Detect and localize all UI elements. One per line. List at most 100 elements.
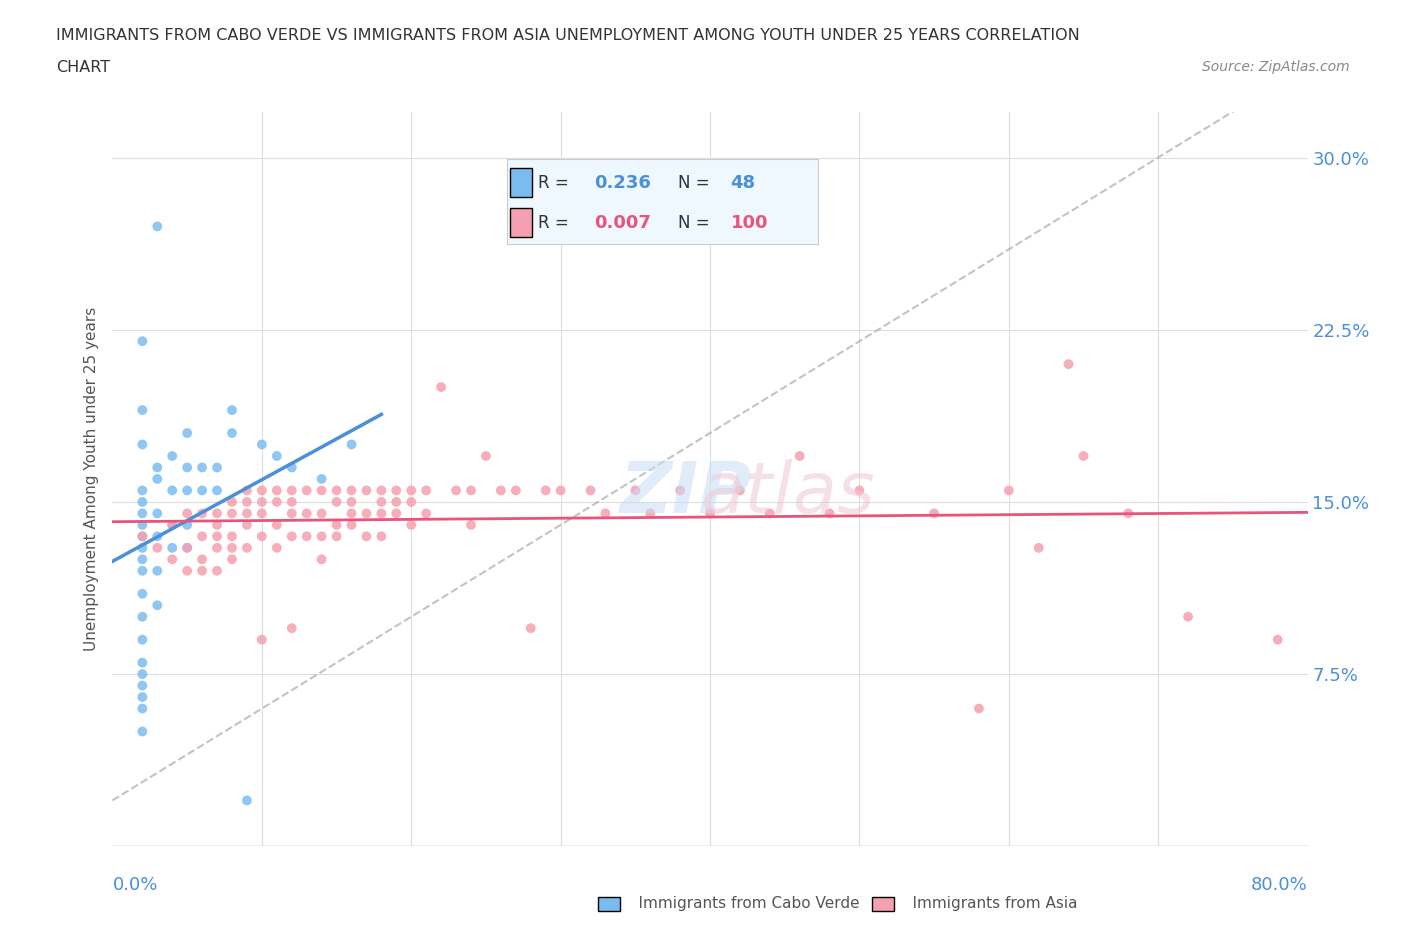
Point bbox=[146, 472, 169, 486]
Point bbox=[266, 517, 288, 532]
Point bbox=[340, 517, 363, 532]
Point bbox=[281, 529, 304, 544]
Point bbox=[205, 540, 228, 555]
Point bbox=[131, 656, 153, 671]
Point bbox=[162, 551, 183, 566]
Point bbox=[205, 529, 228, 544]
Point bbox=[1177, 609, 1199, 624]
Point bbox=[385, 483, 408, 498]
Point bbox=[1057, 357, 1080, 372]
Point bbox=[131, 403, 153, 418]
Point bbox=[669, 483, 692, 498]
Text: atlas: atlas bbox=[700, 459, 875, 528]
Point bbox=[401, 495, 423, 510]
Point bbox=[250, 437, 273, 452]
Point bbox=[430, 379, 453, 394]
Point bbox=[1028, 540, 1050, 555]
Point bbox=[176, 460, 198, 475]
Point bbox=[131, 540, 153, 555]
Point bbox=[998, 483, 1021, 498]
Point bbox=[236, 483, 259, 498]
Point bbox=[236, 517, 259, 532]
Point bbox=[162, 448, 183, 463]
Point bbox=[460, 517, 482, 532]
Point bbox=[281, 506, 304, 521]
Point bbox=[250, 483, 273, 498]
Point bbox=[444, 483, 467, 498]
Point bbox=[281, 460, 304, 475]
Point bbox=[205, 517, 228, 532]
Point bbox=[340, 483, 363, 498]
Point bbox=[295, 529, 318, 544]
Point bbox=[385, 495, 408, 510]
Text: 0.236: 0.236 bbox=[593, 174, 651, 192]
Point bbox=[146, 460, 169, 475]
Point bbox=[191, 564, 214, 578]
Point bbox=[415, 483, 437, 498]
Point bbox=[370, 529, 392, 544]
Point bbox=[176, 564, 198, 578]
Point bbox=[236, 506, 259, 521]
Point bbox=[281, 620, 304, 635]
Point bbox=[146, 506, 169, 521]
Point bbox=[131, 437, 153, 452]
Text: IMMIGRANTS FROM CABO VERDE VS IMMIGRANTS FROM ASIA UNEMPLOYMENT AMONG YOUTH UNDE: IMMIGRANTS FROM CABO VERDE VS IMMIGRANTS… bbox=[56, 28, 1080, 43]
Point bbox=[789, 448, 811, 463]
Text: 0.0%: 0.0% bbox=[112, 876, 157, 894]
Point bbox=[624, 483, 647, 498]
Point bbox=[340, 506, 363, 521]
Point bbox=[281, 483, 304, 498]
Point bbox=[728, 483, 751, 498]
Point bbox=[311, 529, 333, 544]
Point bbox=[699, 506, 721, 521]
Point bbox=[640, 506, 662, 521]
Text: Source: ZipAtlas.com: Source: ZipAtlas.com bbox=[1202, 60, 1350, 74]
Point bbox=[818, 506, 841, 521]
Point bbox=[176, 426, 198, 441]
Point bbox=[205, 483, 228, 498]
Point bbox=[370, 483, 392, 498]
Point bbox=[131, 690, 153, 705]
Point bbox=[131, 483, 153, 498]
Y-axis label: Unemployment Among Youth under 25 years: Unemployment Among Youth under 25 years bbox=[83, 307, 98, 651]
Point bbox=[131, 495, 153, 510]
Point bbox=[176, 540, 198, 555]
Point bbox=[191, 529, 214, 544]
Point bbox=[281, 495, 304, 510]
Point bbox=[131, 678, 153, 693]
Point bbox=[131, 506, 153, 521]
Point bbox=[250, 495, 273, 510]
Point bbox=[131, 609, 153, 624]
Point bbox=[295, 506, 318, 521]
Point bbox=[534, 483, 557, 498]
Point bbox=[131, 667, 153, 682]
Point bbox=[221, 426, 243, 441]
Point bbox=[191, 551, 214, 566]
Point bbox=[162, 483, 183, 498]
Point bbox=[370, 506, 392, 521]
Text: Immigrants from Cabo Verde: Immigrants from Cabo Verde bbox=[619, 897, 859, 911]
Point bbox=[131, 564, 153, 578]
Point bbox=[385, 506, 408, 521]
Point bbox=[176, 517, 198, 532]
Point bbox=[162, 517, 183, 532]
Point bbox=[250, 529, 273, 544]
Point bbox=[205, 506, 228, 521]
Point bbox=[356, 529, 378, 544]
Point bbox=[489, 483, 512, 498]
Point bbox=[325, 517, 347, 532]
Point bbox=[266, 540, 288, 555]
Point bbox=[520, 620, 543, 635]
Point bbox=[131, 586, 153, 601]
Point bbox=[340, 437, 363, 452]
Text: N =: N = bbox=[678, 214, 710, 232]
FancyBboxPatch shape bbox=[510, 167, 531, 197]
Point bbox=[131, 334, 153, 349]
Point bbox=[848, 483, 870, 498]
Text: N =: N = bbox=[678, 174, 710, 192]
Point bbox=[266, 448, 288, 463]
Point bbox=[221, 551, 243, 566]
Point bbox=[131, 551, 153, 566]
Point bbox=[311, 551, 333, 566]
Point bbox=[146, 540, 169, 555]
